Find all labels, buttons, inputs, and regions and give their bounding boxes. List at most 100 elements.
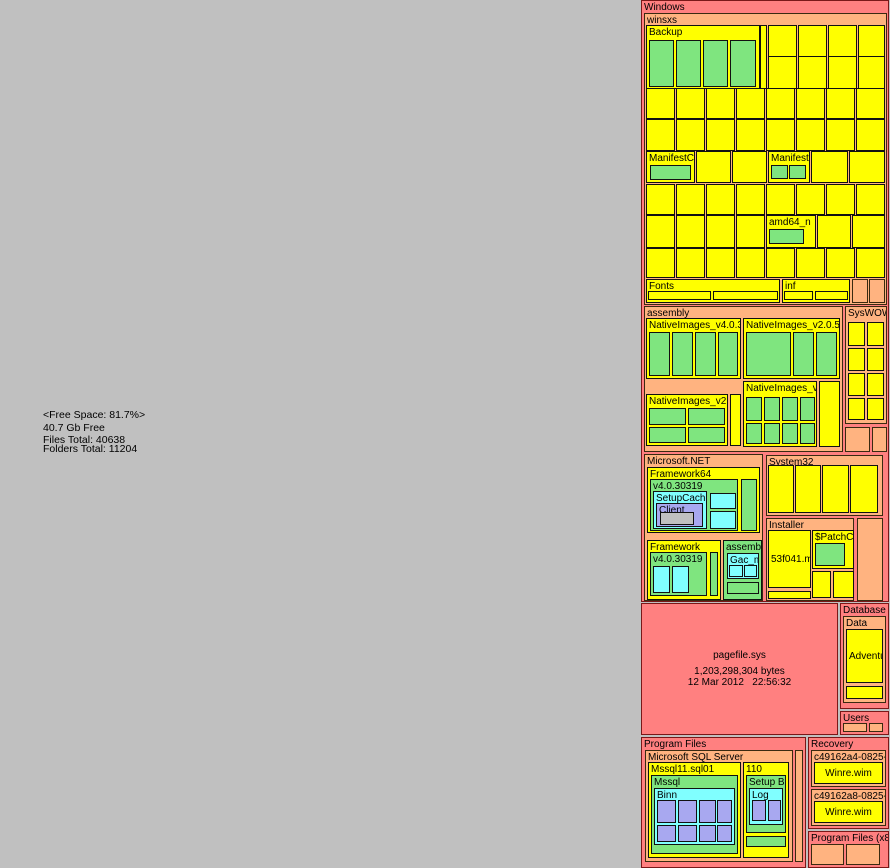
folder-cell[interactable] [717,825,732,842]
folder-cell[interactable] [826,184,855,215]
folder-cell[interactable] [848,373,865,396]
folder-cell[interactable] [856,88,885,119]
folder-cell[interactable] [817,215,851,248]
folder-cell[interactable] [815,291,848,300]
folder-cell[interactable] [649,408,686,425]
folder-cell[interactable] [800,397,815,421]
folder-cell[interactable] [869,279,885,303]
folder-cell[interactable] [852,279,868,303]
folder-cell[interactable] [646,88,675,119]
folder-cell[interactable] [717,800,732,823]
folder-cell[interactable] [856,184,885,215]
folder-cell[interactable] [706,119,735,151]
folder-cell[interactable] [736,215,765,248]
folder-cell[interactable] [782,423,798,444]
folder-cell[interactable] [699,800,716,823]
folder-cell[interactable] [768,56,797,89]
folder-cell[interactable] [676,88,705,119]
folder-cell[interactable] [727,582,759,594]
folder-cell[interactable] [848,398,865,420]
folder-cell[interactable] [646,248,675,278]
folder-cell[interactable] [766,184,795,215]
folder-cell[interactable] [771,165,788,179]
folder-cell[interactable] [746,332,791,376]
folder-cell[interactable] [816,332,837,376]
folder-cell[interactable] [764,397,780,421]
folder-cell[interactable] [822,465,849,513]
folder-cell[interactable] [699,825,716,842]
folder-cell[interactable] [649,40,674,87]
folder-cell[interactable] [826,88,855,119]
folder-cell[interactable] [867,348,884,371]
folder-cell[interactable] [653,566,670,593]
folder-cell[interactable] [649,427,686,443]
folder-cell[interactable] [796,119,825,151]
folder-cell[interactable] [730,394,741,446]
file-adventureworks[interactable]: Adventu [846,629,883,683]
folder-cell[interactable] [736,119,765,151]
folder-cell[interactable] [648,291,711,300]
folder-cell[interactable] [657,800,676,823]
folder-cell[interactable] [730,40,756,87]
folder-cell[interactable] [736,248,765,278]
folder-cell[interactable] [826,119,855,151]
folder-cell[interactable] [784,291,813,300]
file-winre-wim[interactable]: Winre.wim [814,801,883,823]
folder-cell[interactable] [858,25,885,57]
folder-cell[interactable] [856,119,885,151]
folder-cell[interactable] [732,151,767,183]
folder-cell[interactable] [688,408,725,425]
folder-cell[interactable] [646,184,675,215]
folder-cell[interactable] [676,248,705,278]
folder-cell[interactable] [811,151,848,183]
folder-cell[interactable] [676,184,705,215]
file-pagefile-sys[interactable]: pagefile.sys 1,203,298,304 bytes 12 Mar … [641,603,838,735]
folder-cell[interactable] [828,25,857,57]
folder-cell[interactable] [857,518,883,601]
folder-cell[interactable] [646,215,675,248]
folder-cell[interactable] [710,552,718,596]
folder-cell[interactable] [706,184,735,215]
folder-cell[interactable] [718,332,738,376]
folder-cell[interactable] [710,511,736,529]
folder-cell[interactable] [789,165,806,179]
folder-cell[interactable] [867,373,884,396]
folder-cell[interactable] [660,512,694,525]
folder-cell[interactable] [845,427,870,452]
folder-cell[interactable] [867,398,884,420]
folder-cell[interactable] [678,800,697,823]
folder-cell[interactable] [676,119,705,151]
folder-cell[interactable] [672,332,693,376]
folder-cell[interactable] [826,248,855,278]
folder-cell[interactable] [672,566,689,593]
folder-cell[interactable] [706,215,735,248]
folder-cell[interactable] [703,40,728,87]
folder-cell[interactable] [856,248,885,278]
folder-cell[interactable] [782,397,798,421]
folder-cell[interactable] [850,465,878,513]
folder-cell[interactable] [649,332,670,376]
folder-cell[interactable] [848,348,865,371]
folder-cell[interactable] [872,427,887,452]
folder-cell[interactable] [746,836,786,847]
folder-cell[interactable] [764,423,780,444]
folder-cell[interactable] [676,40,701,87]
folder-cell[interactable] [746,423,762,444]
folder-cell[interactable] [849,151,885,183]
file-winre-wim[interactable]: Winre.wim [814,762,883,784]
folder-cell[interactable] [846,844,880,865]
folder-cell[interactable] [710,493,736,509]
folder-cell[interactable] [769,229,804,244]
folder-cell[interactable] [706,248,735,278]
folder-cell[interactable] [678,825,697,842]
folder-cell[interactable] [766,88,795,119]
folder-cell[interactable] [657,825,676,842]
folder-cell[interactable] [843,723,867,732]
folder-cell[interactable] [812,571,831,598]
folder-cell[interactable] [869,723,883,732]
folder-cell[interactable] [815,543,845,566]
folder-cell[interactable] [796,248,825,278]
folder-cell[interactable] [729,565,743,577]
folder-cell[interactable] [736,88,765,119]
folder-cell[interactable] [768,800,781,821]
